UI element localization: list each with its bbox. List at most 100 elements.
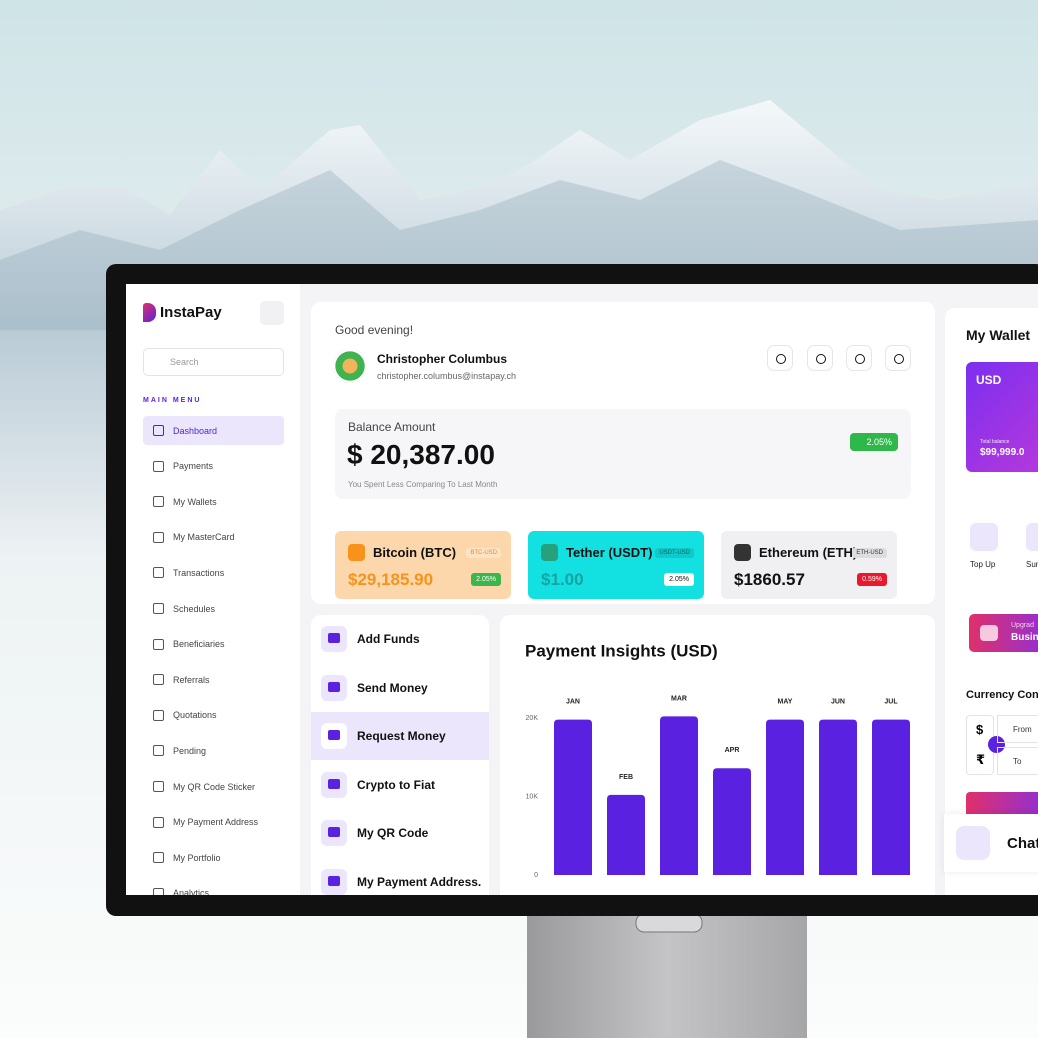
- wallet-action-icon[interactable]: [1026, 523, 1038, 551]
- avatar: [333, 349, 367, 383]
- chart-card: Payment Insights (USD) 0 10K 20K JAN FEB MAR A…: [500, 615, 935, 895]
- y-tick-label: 0: [534, 872, 538, 879]
- bar-chart: Payment Insights (USD) 0 10K 20K JAN FEB MAR A…: [525, 641, 910, 879]
- balance-label: Balance Amount: [348, 420, 436, 434]
- wallet-currency: USD: [976, 373, 1002, 387]
- upgrade-line-1: Upgrad: [1011, 622, 1034, 629]
- menu-item[interactable]: My QR Code Sticker: [143, 772, 284, 801]
- bar: [872, 719, 910, 875]
- notifications-button[interactable]: [846, 345, 872, 371]
- chat-widget[interactable]: Chat: [944, 814, 1038, 872]
- menu-item[interactable]: My Portfolio: [143, 843, 284, 872]
- menu-item[interactable]: Payments: [143, 452, 284, 481]
- action-item[interactable]: My QR Code: [311, 809, 489, 857]
- crypto-price: $29,185.90: [348, 570, 434, 589]
- brand-name: InstaPay: [160, 304, 222, 321]
- crypto-pair: BTC-USD: [466, 548, 501, 558]
- menu-item[interactable]: Dashboard: [143, 416, 284, 445]
- x-category-label: JAN: [566, 698, 580, 705]
- wallet-action-label: Top Up: [970, 560, 996, 569]
- menu-title: MAIN MENU: [143, 397, 202, 404]
- crypto-card[interactable]: Tether (USDT) USDT-USD $1.00 2.05%: [528, 531, 704, 599]
- greeting: Good evening!: [335, 323, 414, 337]
- to-field[interactable]: To: [997, 747, 1038, 775]
- from-symbol: $: [976, 722, 984, 737]
- messages-button[interactable]: [807, 345, 833, 371]
- menu-item[interactable]: Quotations: [143, 701, 284, 730]
- collapse-button[interactable]: [260, 301, 284, 325]
- menu-item[interactable]: Beneficiaries: [143, 630, 284, 659]
- from-field[interactable]: From: [997, 715, 1038, 743]
- search-button[interactable]: [767, 345, 793, 371]
- menu-item[interactable]: My Wallets: [143, 487, 284, 516]
- crypto-pair: USDT-USD: [655, 548, 694, 558]
- action-item[interactable]: Request Money: [311, 712, 489, 760]
- action-item[interactable]: Send Money: [311, 664, 489, 712]
- crypto-price: $1.00: [541, 570, 584, 589]
- wallet-panel: My Wallet USD Total balance $99,999.0 To…: [945, 308, 1038, 895]
- wallet-total-label: Total balance: [980, 439, 1010, 445]
- action-item[interactable]: Crypto to Fiat: [311, 761, 489, 809]
- bar: [660, 716, 698, 875]
- x-category-label: MAR: [671, 695, 687, 702]
- search-box[interactable]: Search: [143, 348, 284, 376]
- menu-item[interactable]: Transactions: [143, 558, 284, 587]
- quick-actions: Add Funds Send Money Request Money Crypto t…: [311, 615, 489, 895]
- menu-item[interactable]: Referrals: [143, 665, 284, 694]
- x-category-label: MAY: [778, 698, 793, 705]
- menu-item[interactable]: My MasterCard: [143, 523, 284, 552]
- crypto-pair: ETH-USD: [852, 548, 887, 558]
- bar: [819, 719, 857, 875]
- chat-icon: [956, 826, 990, 860]
- from-label: From: [1013, 725, 1032, 734]
- crypto-change: 2.05%: [471, 573, 501, 586]
- upgrade-line-2: Busin: [1011, 632, 1038, 643]
- app-screen: InstaPay Search MAIN MENU Dashboard Payme…: [126, 284, 1038, 895]
- x-category-label: FEB: [619, 774, 633, 781]
- language-button[interactable]: [885, 345, 911, 371]
- bar: [554, 719, 592, 875]
- crypto-price: $1860.57: [734, 570, 805, 589]
- crypto-icon: [734, 544, 751, 561]
- x-category-label: JUN: [831, 698, 845, 705]
- chat-label: Chat: [1007, 835, 1038, 852]
- y-tick-label: 20K: [526, 715, 539, 722]
- chart-title: Payment Insights (USD): [525, 641, 718, 660]
- crypto-card[interactable]: Ethereum (ETH) ETH-USD $1860.57 0.59%: [721, 531, 897, 599]
- user-email: christopher.columbus@instapay.ch: [377, 371, 517, 381]
- balance-box: Balance Amount $ 20,387.00 2.05% You Spe…: [335, 409, 911, 499]
- balance-amount: $ 20,387.00: [347, 439, 495, 470]
- action-item[interactable]: My Payment Address.: [311, 858, 489, 896]
- crypto-change: 2.05%: [664, 573, 694, 586]
- crypto-icon: [348, 544, 365, 561]
- crypto-change: 0.59%: [857, 573, 887, 586]
- crypto-name: Ethereum (ETH): [759, 545, 858, 560]
- converter-title: Currency Con: [966, 689, 1038, 701]
- menu-item[interactable]: Pending: [143, 736, 284, 765]
- crypto-name: Tether (USDT): [566, 545, 653, 560]
- wallet-card[interactable]: USD Total balance $99,999.0: [966, 362, 1038, 472]
- search-placeholder: Search: [170, 357, 199, 367]
- sidebar: InstaPay Search MAIN MENU Dashboard Payme…: [126, 284, 300, 895]
- user-name: Christopher Columbus: [377, 352, 508, 366]
- wallet-title: My Wallet: [966, 327, 1031, 343]
- menu-item[interactable]: My Payment Address: [143, 808, 284, 837]
- wallet-action-label: Sum: [1026, 560, 1038, 569]
- action-item[interactable]: Add Funds: [311, 615, 489, 663]
- convert-button[interactable]: [966, 792, 1038, 818]
- swap-button[interactable]: [988, 736, 1005, 753]
- balance-note: You Spent Less Comparing To Last Month: [348, 480, 498, 489]
- wallet-total: $99,999.0: [980, 447, 1025, 458]
- crypto-icon: [541, 544, 558, 561]
- wallet-action-icon[interactable]: [970, 523, 998, 551]
- to-label: To: [1013, 757, 1022, 766]
- menu-item[interactable]: Analytics: [143, 879, 284, 895]
- upgrade-banner[interactable]: Upgrad Busin: [969, 614, 1038, 652]
- x-category-label: JUL: [884, 698, 898, 705]
- crypto-card[interactable]: Bitcoin (BTC) BTC-USD $29,185.90 2.05%: [335, 531, 511, 599]
- overview-card: Good evening! Christopher Columbus chris…: [311, 302, 935, 604]
- menu-item[interactable]: Schedules: [143, 594, 284, 623]
- to-symbol: ₹: [976, 752, 986, 767]
- y-tick-label: 10K: [526, 793, 539, 800]
